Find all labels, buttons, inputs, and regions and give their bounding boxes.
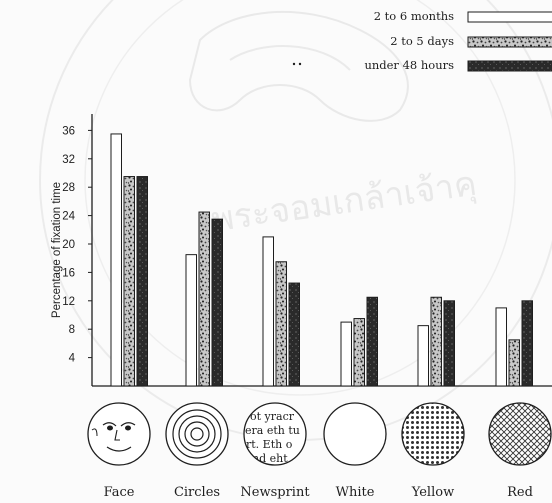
stray-mark xyxy=(298,62,302,66)
category-label: Newsprint xyxy=(240,485,310,500)
legend-label: 2 to 6 months xyxy=(374,9,454,23)
stimulus-red-icon xyxy=(488,402,552,466)
y-tick-label: 20 xyxy=(62,239,75,251)
y-tick-label: 12 xyxy=(62,296,75,308)
y-tick-label: 36 xyxy=(62,125,75,137)
category-label: Circles xyxy=(174,485,220,500)
bar-newsprint-series-1 xyxy=(262,236,274,387)
y-tick-label: 28 xyxy=(62,182,75,194)
bar-yellow-series-2 xyxy=(430,296,442,387)
bar-circles-series-3 xyxy=(211,218,223,387)
legend: 2 to 6 months 2 to 5 days under 48 hours xyxy=(292,9,552,72)
y-tick-label: 16 xyxy=(62,267,75,279)
bar-circles-series-2 xyxy=(198,211,210,387)
y-tick-label: 8 xyxy=(69,324,75,336)
legend-label: 2 to 5 days xyxy=(390,34,454,48)
stray-mark xyxy=(292,62,296,66)
bar-red-series-3 xyxy=(521,300,533,387)
category-label: Yellow xyxy=(411,485,454,500)
legend-label: under 48 hours xyxy=(364,58,454,72)
y-axis-label: Percentage of fixation time xyxy=(51,182,63,318)
category-label: White xyxy=(336,485,375,500)
category-label: Face xyxy=(104,485,135,500)
y-ticks: 4 8 12 16 20 24 28 32 36 xyxy=(62,125,92,365)
bar-white-series-3 xyxy=(366,296,378,387)
bar-white-series-1 xyxy=(340,321,352,387)
bar-white-series-2 xyxy=(353,318,365,387)
category-label: Red xyxy=(507,485,533,500)
stimulus-yellow-icon xyxy=(401,402,465,466)
newsprint-line: nd eht xyxy=(252,452,288,465)
bar-red-series-2 xyxy=(508,339,520,387)
stimulus-newsprint-icon: ot yracr era eth tu rt. Eth o nd eht xyxy=(243,402,307,466)
legend-swatch xyxy=(467,36,552,48)
y-tick-label: 32 xyxy=(62,154,75,166)
newsprint-line: rt. Eth o xyxy=(246,438,293,451)
svg-text:พระจอมเกล้าเจ้าคุ: พระจอมเกล้าเจ้าคุ xyxy=(209,164,479,241)
bar-yellow-series-3 xyxy=(443,300,455,387)
bar-circles-series-1 xyxy=(185,254,197,387)
bars xyxy=(110,133,533,387)
newsprint-line: ot yracr xyxy=(250,410,295,423)
stimulus-face-icon xyxy=(87,402,151,466)
y-tick-label: 4 xyxy=(69,353,76,365)
bar-red-series-1 xyxy=(495,307,507,387)
bar-face-series-2 xyxy=(123,176,135,387)
category-labels: Face Circles Newsprint White Yellow Red xyxy=(104,485,533,500)
legend-swatch xyxy=(467,60,552,72)
legend-swatch xyxy=(467,11,552,23)
stimulus-circles-icon xyxy=(165,402,229,466)
newsprint-line: era eth tu xyxy=(245,424,300,437)
bar-newsprint-series-2 xyxy=(275,261,287,387)
bar-face-series-3 xyxy=(136,176,148,387)
y-tick-label: 24 xyxy=(62,211,75,223)
stimulus-white-icon xyxy=(323,402,387,466)
bar-newsprint-series-3 xyxy=(288,282,300,387)
bar-yellow-series-1 xyxy=(417,325,429,387)
bar-face-series-1 xyxy=(110,133,122,387)
